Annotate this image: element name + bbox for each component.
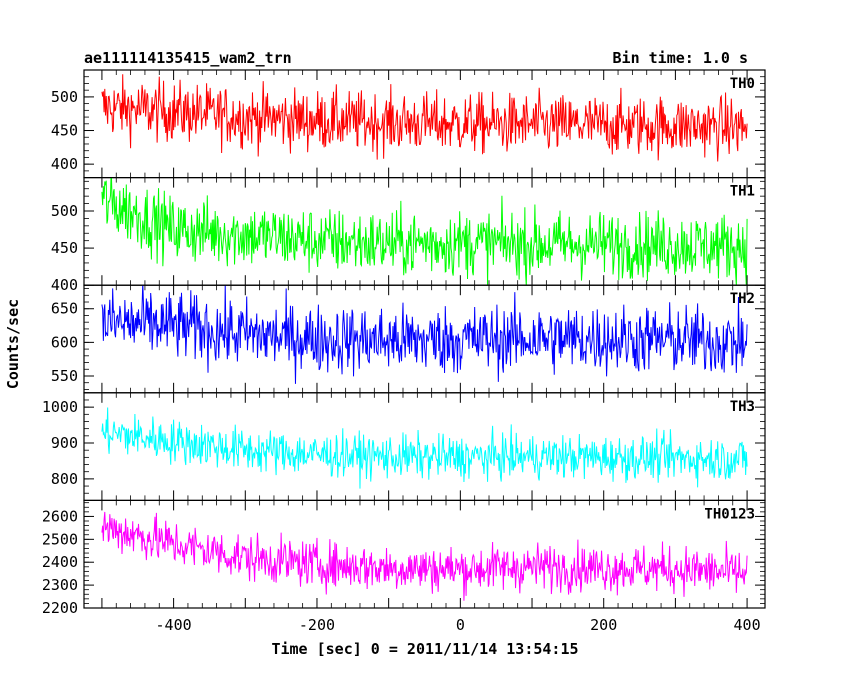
y-tick-label: 450	[51, 122, 78, 140]
x-tick-label: -400	[156, 616, 192, 634]
series-line-th0123	[101, 511, 748, 601]
y-tick-label: 650	[51, 300, 78, 318]
y-tick-label: 2600	[42, 507, 78, 525]
y-tick-label: 400	[51, 155, 78, 173]
y-tick-label: 400	[51, 276, 78, 294]
y-tick-label: 2200	[42, 599, 78, 617]
series-line-th3	[101, 407, 748, 489]
panel-th0: 400 450 500 TH0	[51, 69, 766, 179]
y-tick-label: 450	[51, 239, 78, 257]
chart-title: ae111114135415_wam2_trn	[84, 49, 292, 67]
y-tick-label: 1000	[42, 398, 78, 416]
x-tick-label: 0	[456, 616, 465, 634]
y-tick-label: 500	[51, 88, 78, 106]
y-tick-label: 600	[51, 333, 78, 351]
y-tick-label: 800	[51, 470, 78, 488]
x-tick-label: -200	[299, 616, 335, 634]
x-tick-label: 400	[734, 616, 761, 634]
y-axis-label: Counts/sec	[4, 299, 22, 389]
series-label-th2: TH2	[730, 291, 755, 307]
panel-frame	[83, 499, 766, 609]
series-label-th0123: TH0123	[704, 506, 755, 522]
y-tick-label: 500	[51, 202, 78, 220]
series-label-th1: TH1	[730, 184, 755, 200]
y-tick-label: 2400	[42, 553, 78, 571]
panel-th3: 800 900 1000 TH3	[42, 392, 766, 501]
y-tick-label: 2300	[42, 576, 78, 594]
x-tick-label: 200	[590, 616, 617, 634]
panel-th2: 550 600 650 TH2	[51, 284, 766, 394]
panels-group: 400 450 500 TH0 400 450 500 TH1 550 600 650 TH2 800 9…	[42, 69, 766, 634]
x-axis-label: Time [sec] 0 = 2011/11/14 13:54:15	[271, 640, 578, 658]
series-label-th3: TH3	[730, 399, 755, 415]
y-tick-label: 2500	[42, 530, 78, 548]
series-line-th1	[101, 177, 748, 286]
bin-time-label: Bin time: 1.0 s	[613, 49, 748, 67]
y-tick-label: 550	[51, 367, 78, 385]
panel-th0123: 2200 2300 2400 2500 2600 TH0123	[42, 499, 766, 617]
series-line-th2	[101, 285, 748, 384]
series-label-th0: TH0	[730, 76, 755, 92]
panel-th1: 400 450 500 TH1	[51, 177, 766, 294]
y-tick-label: 900	[51, 434, 78, 452]
series-line-th0	[101, 74, 748, 162]
